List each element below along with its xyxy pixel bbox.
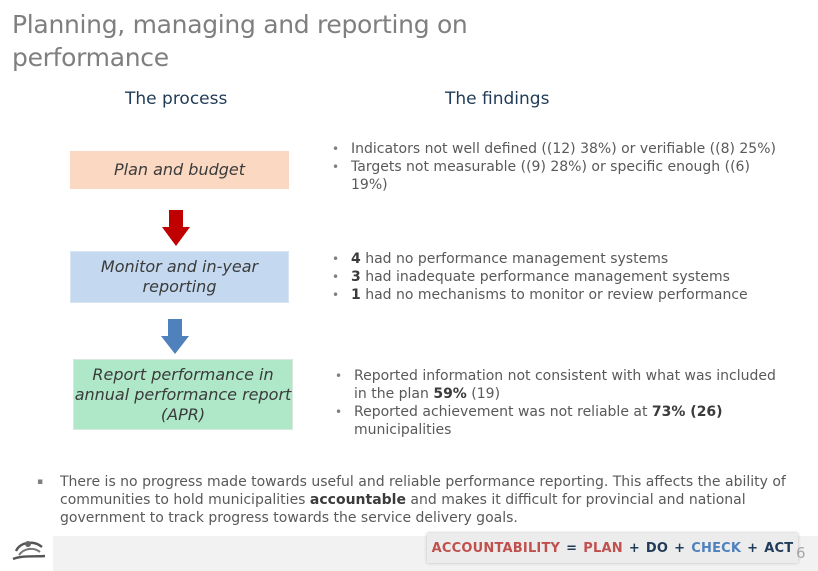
finding-item: 1 had no mechanisms to monitor or review… bbox=[330, 286, 790, 304]
accountability-banner: ACCOUNTABILITY = PLAN + DO + CHECK + ACT bbox=[427, 533, 798, 563]
plan-and-budget-box: Plan and budget bbox=[70, 151, 289, 189]
finding-item: Reported achievement was not reliable at… bbox=[333, 403, 793, 439]
plus-sign: + bbox=[628, 540, 640, 556]
findings-list-1: Indicators not well defined ((12) 38%) o… bbox=[330, 140, 790, 194]
down-arrow-blue-icon bbox=[161, 319, 189, 354]
bottom-note: There is no progress made towards useful… bbox=[37, 473, 795, 527]
equals-sign: = bbox=[566, 540, 578, 556]
monitor-reporting-box: Monitor and in-year reporting bbox=[70, 251, 289, 303]
process-header: The process bbox=[125, 89, 228, 109]
auditor-general-logo-icon bbox=[12, 541, 46, 561]
accountability-word: ACCOUNTABILITY bbox=[431, 540, 561, 556]
do-word: DO bbox=[645, 540, 669, 556]
page-title: Planning, managing and reporting on perf… bbox=[12, 10, 468, 72]
finding-item: Reported information not consistent with… bbox=[333, 367, 793, 403]
plus-sign: + bbox=[674, 540, 686, 556]
plan-word: PLAN bbox=[583, 540, 623, 556]
finding-item: 4 had no performance management systems bbox=[330, 250, 790, 268]
findings-header: The findings bbox=[445, 89, 550, 109]
down-arrow-red-icon bbox=[162, 210, 190, 246]
check-word: CHECK bbox=[691, 540, 742, 556]
report-performance-box: Report performance in annual performance… bbox=[73, 359, 293, 430]
findings-list-3: Reported information not consistent with… bbox=[333, 367, 793, 439]
findings-list-2: 4 had no performance management systems … bbox=[330, 250, 790, 304]
plus-sign: + bbox=[747, 540, 759, 556]
finding-item: 3 had inadequate performance management … bbox=[330, 268, 790, 286]
page-number: 6 bbox=[796, 544, 806, 562]
finding-item: Indicators not well defined ((12) 38%) o… bbox=[330, 140, 790, 158]
act-word: ACT bbox=[764, 540, 794, 556]
finding-item: Targets not measurable ((9) 28%) or spec… bbox=[330, 158, 790, 194]
